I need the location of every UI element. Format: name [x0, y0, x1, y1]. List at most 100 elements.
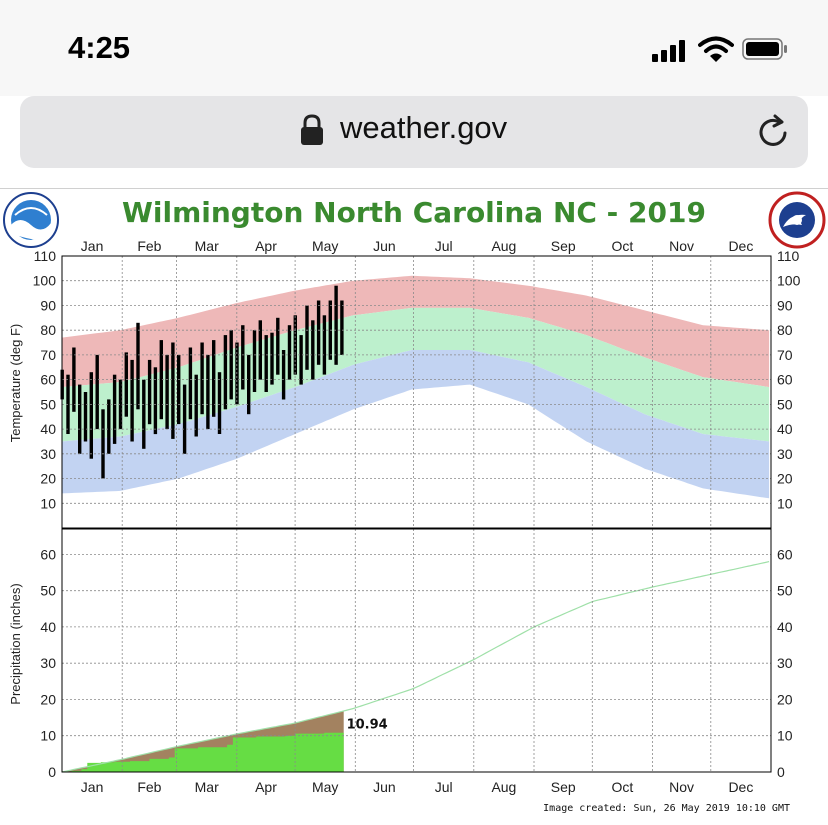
temp-tick-label-right: 80: [777, 322, 793, 338]
observed-temp-bar: [136, 322, 140, 410]
precip-tick-label-right: 40: [777, 619, 793, 635]
observed-temp-bar: [72, 347, 76, 412]
precip-tick-label-right: 50: [777, 583, 793, 599]
observed-temp-bar: [223, 335, 228, 410]
observed-temp-bar: [340, 300, 344, 355]
month-label-top: Oct: [612, 238, 634, 254]
precipitation-plot-area: [62, 529, 771, 772]
observed-temp-bar: [258, 320, 262, 380]
temp-tick-label-left: 20: [40, 471, 56, 487]
month-label-bottom: Mar: [195, 779, 219, 795]
precip-tick-label-left: 0: [48, 764, 56, 780]
temperature-axis-title: Temperature (deg F): [8, 324, 23, 443]
observed-temp-bar: [281, 350, 286, 400]
month-label-top: Jul: [435, 238, 453, 254]
observed-temp-bar: [89, 372, 93, 459]
address-bar[interactable]: weather.gov: [20, 96, 808, 168]
temp-tick-label-right: 40: [777, 421, 793, 437]
observed-temp-bar: [311, 320, 315, 380]
temp-tick-label-right: 100: [777, 273, 801, 289]
month-label-bottom: Jan: [81, 779, 104, 795]
nws-logo: [768, 191, 826, 249]
normal-precip-line: [61, 561, 770, 773]
observed-temp-bar: [299, 335, 303, 385]
temp-tick-label-left: 50: [40, 396, 56, 412]
observed-temp-bar: [83, 392, 88, 442]
observed-temp-bar: [153, 367, 158, 435]
observed-temp-bar: [78, 384, 82, 454]
month-label-top: Jun: [373, 238, 396, 254]
precipitation-panel-border: [61, 528, 772, 773]
temp-tick-label-left: 110: [34, 248, 57, 264]
precip-tick-label-right: 60: [777, 546, 793, 562]
observed-temp-bar: [101, 409, 105, 479]
temp-tick-label-right: 60: [777, 372, 793, 388]
month-label-bottom: Oct: [612, 779, 634, 795]
precip-tick-label-left: 30: [40, 655, 56, 671]
observed-temp-bar: [212, 340, 216, 417]
page-divider: [0, 188, 828, 189]
month-label-top: Apr: [255, 238, 277, 254]
observed-temp-bar: [124, 352, 128, 417]
chart-title: Wilmington North Carolina NC - 2019: [122, 196, 706, 229]
temperature-panel: [60, 256, 771, 528]
month-label-top: Sep: [551, 238, 576, 254]
observed-temp-bar: [147, 359, 152, 425]
temp-tick-label-right: 30: [777, 446, 793, 462]
month-label-bottom: Nov: [669, 779, 694, 795]
temp-tick-label-left: 70: [40, 347, 56, 363]
lock-icon: [301, 114, 323, 145]
temp-tick-label-right: 50: [777, 396, 793, 412]
precipitation-panel: 10.94: [61, 529, 771, 773]
status-time: 4:25: [68, 30, 131, 65]
observed-temp-bar: [171, 342, 175, 439]
month-label-top: Mar: [195, 238, 219, 254]
precip-tick-label-right: 0: [777, 764, 785, 780]
image-created-note: Image created: Sun, 26 May 2019 10:10 GM…: [543, 803, 790, 814]
observed-temp-bar: [217, 372, 222, 434]
observed-temp-bar: [130, 359, 134, 442]
month-label-top: Jan: [81, 238, 104, 254]
temperature-panel-border: [61, 255, 772, 529]
temp-tick-label-right: 20: [777, 471, 793, 487]
observed-temp-bar: [159, 340, 163, 420]
observed-temp-bar: [118, 379, 123, 430]
precip-tick-label-right: 10: [777, 728, 793, 744]
observed-temp-bar: [276, 317, 280, 375]
month-label-bottom: Jul: [435, 779, 453, 795]
temp-tick-label-left: 40: [40, 421, 56, 437]
month-label-bottom: Dec: [728, 779, 753, 795]
observed-temp-bar: [305, 305, 309, 370]
url-text[interactable]: weather.gov: [340, 110, 508, 145]
precipitation-axis-title: Precipitation (inches): [8, 583, 23, 704]
reload-icon[interactable]: [756, 114, 792, 150]
temp-tick-label-right: 70: [777, 347, 793, 363]
precip-tick-label-left: 60: [40, 546, 56, 562]
wifi-icon: [698, 36, 734, 62]
month-label-top: Aug: [491, 238, 516, 254]
month-label-bottom: Apr: [255, 779, 277, 795]
observed-temp-bar: [264, 335, 268, 392]
observed-temp-bar: [334, 285, 338, 365]
month-label-bottom: Feb: [137, 779, 161, 795]
precip-tick-label-left: 40: [40, 619, 56, 635]
temp-tick-label-left: 60: [40, 372, 56, 388]
observed-temp-bar: [112, 374, 117, 444]
month-label-top: Nov: [669, 238, 694, 254]
precip-tick-label-left: 50: [40, 583, 56, 599]
observed-temp-bar: [247, 354, 251, 415]
month-label-top: Dec: [728, 238, 753, 254]
precip-tick-label-left: 20: [40, 692, 56, 708]
observed-temp-bar: [200, 342, 204, 415]
noaa-logo: [3, 192, 59, 248]
observed-temp-bar: [182, 384, 187, 454]
observed-precip-area: [62, 732, 344, 772]
observed-temp-bar: [316, 300, 321, 365]
temp-tick-label-left: 10: [40, 495, 56, 511]
observed-temp-bar: [241, 325, 245, 390]
observed-temp-bar: [270, 332, 274, 385]
month-label-top: May: [312, 238, 338, 254]
precip-tick-label-right: 30: [777, 655, 793, 671]
climate-chart: Wilmington North Carolina NC - 2019 10.9…: [3, 191, 826, 814]
